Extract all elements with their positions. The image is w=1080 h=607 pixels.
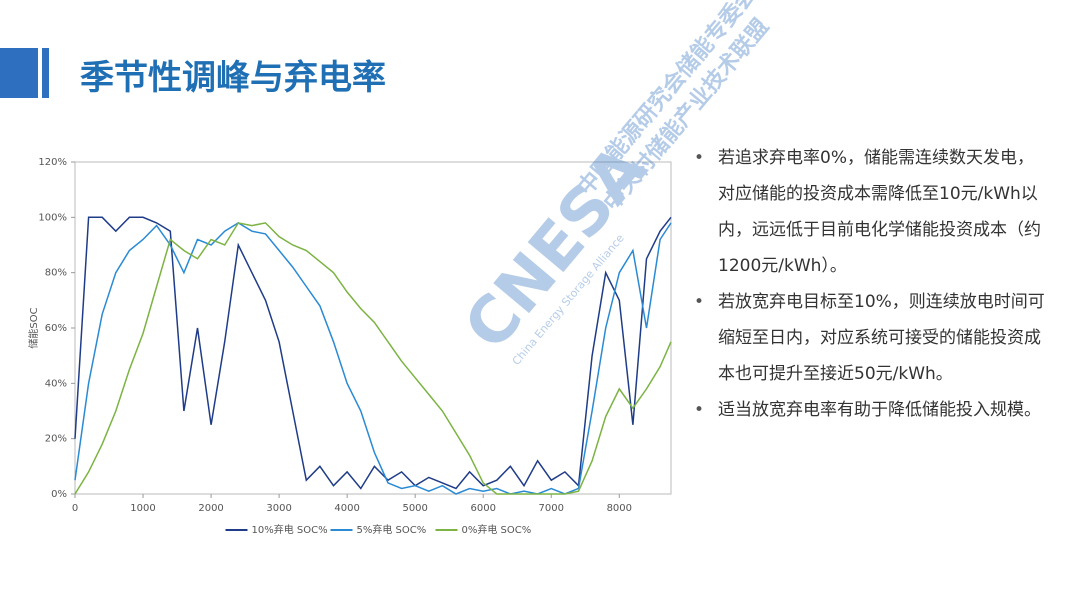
slide-title: 季节性调峰与弃电率	[80, 58, 386, 98]
y-tick-label: 0%	[51, 489, 67, 500]
legend-label: 10%弃电 SOC%	[252, 523, 328, 536]
y-axis-label: 储能SOC	[27, 307, 40, 348]
title-bar-accent	[42, 48, 49, 98]
x-tick-label: 1000	[130, 503, 155, 514]
x-tick-label: 0	[72, 503, 78, 514]
y-tick-label: 40%	[45, 378, 67, 389]
series-line	[74, 222, 672, 495]
x-tick-label: 8000	[607, 503, 632, 514]
bullet: 若追求弃电率0%，储能需连续数天发电，对应储能的投资成本需降低至10元/kWh以…	[690, 140, 1050, 284]
bullet: 若放宽弃电目标至10%，则连续放电时间可缩短至日内，对应系统可接受的储能投资成本…	[690, 284, 1050, 392]
x-tick-label: 7000	[539, 503, 564, 514]
y-tick-label: 60%	[45, 323, 67, 334]
legend-label: 0%弃电 SOC%	[462, 523, 532, 536]
series-line	[74, 216, 672, 490]
x-tick-label: 4000	[334, 503, 359, 514]
x-tick-label: 6000	[470, 503, 495, 514]
title-bar	[0, 48, 38, 98]
x-tick-label: 3000	[266, 503, 291, 514]
bullet-list: 若追求弃电率0%，储能需连续数天发电，对应储能的投资成本需降低至10元/kWh以…	[690, 140, 1050, 428]
y-tick-label: 80%	[45, 268, 67, 279]
y-tick-label: 120%	[38, 157, 67, 168]
y-tick-label: 100%	[38, 212, 67, 223]
legend-label: 5%弃电 SOC%	[357, 523, 427, 536]
bullet: 适当放宽弃电率有助于降低储能投入规模。	[690, 392, 1050, 428]
y-tick-label: 20%	[45, 434, 67, 445]
chart: 储能SOC 0% 20% 40% 60% 80% 100% 120% 0 1000 2000 300…	[27, 157, 672, 536]
series-line	[74, 222, 672, 495]
plot-frame	[74, 161, 672, 495]
x-tick-label: 5000	[402, 503, 427, 514]
x-tick-label: 2000	[198, 503, 223, 514]
